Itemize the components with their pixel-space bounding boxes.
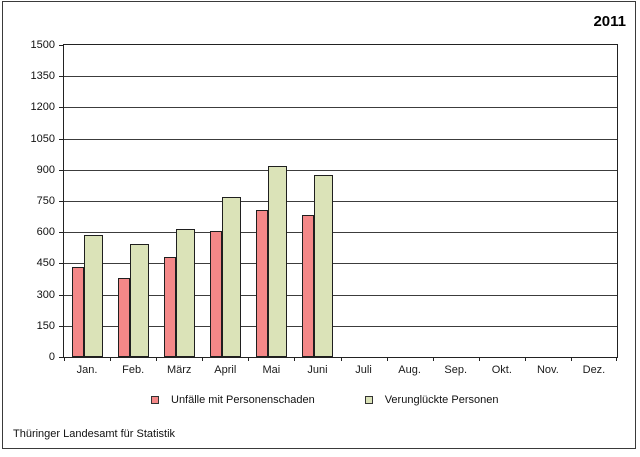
y-gridline <box>64 294 617 296</box>
y-axis-tick <box>59 357 63 358</box>
y-axis-label: 0 <box>48 351 55 363</box>
bar-casualties <box>267 165 287 357</box>
y-axis-label: 1500 <box>30 39 55 51</box>
bar-group <box>110 45 156 357</box>
x-axis-tick <box>386 357 388 361</box>
x-axis-label: Okt. <box>491 364 512 376</box>
x-axis-label: Feb. <box>122 364 145 376</box>
plot-area: 0 150 300 450 600 750 900 1050 1200 1350 1500 Jan. F… <box>31 39 618 376</box>
bar-group <box>387 45 433 357</box>
bar-accidents <box>71 266 84 357</box>
y-axis-label: 300 <box>36 288 55 301</box>
y-axis-label: 150 <box>36 319 55 332</box>
y-axis-tick <box>59 201 63 202</box>
legend-label: Verunglückte Personen <box>384 394 499 406</box>
legend-marker-icon <box>151 396 159 404</box>
bar-group <box>64 45 110 357</box>
bar-accidents <box>117 277 130 357</box>
legend-entry: Unfälle mit Personenschaden <box>151 394 315 406</box>
x-axis-tick <box>616 357 617 361</box>
x-axis-label: Juli <box>355 364 372 376</box>
x-axis-label: Juni <box>307 364 328 376</box>
y-axis-tick <box>59 294 63 296</box>
y-gridline <box>64 263 617 265</box>
bar-casualties <box>221 196 241 357</box>
bar-accidents <box>255 210 268 357</box>
chart-frame: 2011 0 150 300 450 600 750 900 1050 1200 1350 1500… <box>2 1 636 449</box>
x-axis-tick <box>64 357 65 361</box>
y-gridline <box>64 232 617 234</box>
x-axis-label: Mai <box>262 364 281 376</box>
y-axis-tick <box>59 263 63 265</box>
y-axis-tick <box>59 107 63 109</box>
x-axis-label: März <box>166 364 192 376</box>
bar-group <box>525 45 571 357</box>
x-axis-tick <box>340 357 342 361</box>
y-gridline <box>64 325 617 327</box>
x-axis-tick <box>202 357 204 361</box>
bar-casualties <box>129 243 149 357</box>
x-axis-tick <box>156 357 158 361</box>
bar-group <box>202 45 248 357</box>
y-gridline <box>64 107 617 109</box>
bar-group <box>479 45 525 357</box>
y-axis-tick <box>59 138 63 140</box>
bar-group <box>156 45 202 357</box>
legend: Unfälle mit Personenschaden Verunglückte … <box>151 394 498 406</box>
bar-group <box>248 45 294 357</box>
y-axis-label: 900 <box>36 163 55 176</box>
x-axis-tick <box>570 357 572 361</box>
bar-accidents <box>209 231 222 357</box>
bar-casualties <box>83 235 103 357</box>
legend-entry: Verunglückte Personen <box>364 394 499 406</box>
x-axis-tick <box>432 357 434 361</box>
x-axis-tick <box>294 357 296 361</box>
y-axis-tick <box>59 45 63 46</box>
y-axis-tick <box>59 76 63 78</box>
x-axis-label: Jan. <box>76 364 98 376</box>
bar-group <box>341 45 387 357</box>
x-axis-tick <box>524 357 526 361</box>
legend-label: Unfälle mit Personenschaden <box>171 394 315 406</box>
y-axis-tick <box>59 232 63 234</box>
x-axis-tick <box>248 357 250 361</box>
y-axis-label: 1350 <box>30 70 55 83</box>
y-gridline <box>64 138 617 140</box>
y-axis-tick <box>59 169 63 171</box>
y-axis-label: 1050 <box>30 132 55 145</box>
y-axis-label: 450 <box>36 257 55 270</box>
y-axis-tick <box>59 325 63 327</box>
y-axis-label: 600 <box>36 226 55 239</box>
bar-accidents <box>163 257 176 357</box>
y-axis-label: 750 <box>36 195 55 207</box>
y-gridline <box>64 76 617 78</box>
bar-group <box>571 45 617 357</box>
y-gridline <box>64 169 617 171</box>
bar-casualties <box>313 175 333 357</box>
x-axis-tick <box>110 357 112 361</box>
x-axis-label: Aug. <box>398 364 421 376</box>
x-axis-label: Sep. <box>444 364 468 376</box>
bar-accidents <box>301 214 314 357</box>
x-axis-tick <box>478 357 480 361</box>
y-gridline <box>64 201 617 202</box>
bar-casualties <box>175 229 195 357</box>
legend-marker-icon <box>364 396 373 404</box>
source-caption: Thüringer Landesamt für Statistik <box>13 428 176 440</box>
x-axis-label: Dez. <box>582 364 606 376</box>
bar-group <box>433 45 479 357</box>
chart-title: 2011 <box>593 13 626 30</box>
x-axis-label: April <box>214 364 237 376</box>
y-axis-label: 1200 <box>30 101 55 114</box>
bar-group <box>294 45 340 357</box>
x-axis-label: Nov. <box>536 364 559 376</box>
